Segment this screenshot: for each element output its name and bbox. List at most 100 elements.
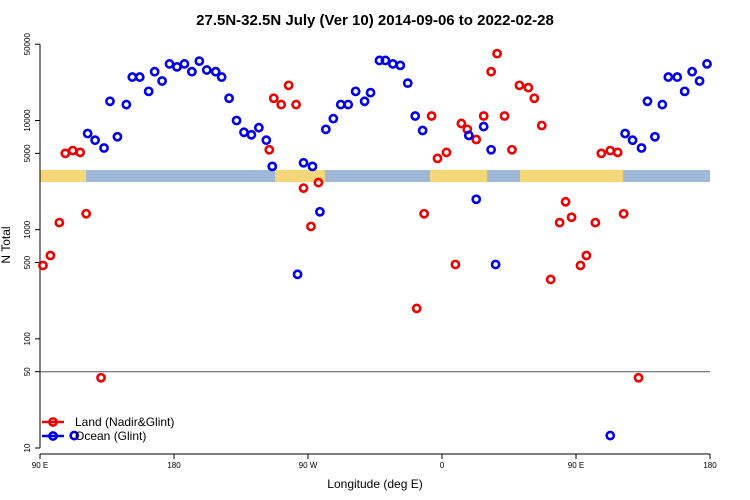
- point: [298, 157, 309, 168]
- point: [283, 80, 294, 91]
- point: [210, 66, 221, 77]
- point: [157, 76, 167, 86]
- point: [596, 148, 607, 159]
- point: [99, 143, 109, 153]
- point: [291, 99, 301, 110]
- point: [463, 130, 474, 141]
- point: [172, 61, 182, 72]
- point: [581, 250, 592, 261]
- point: [276, 99, 287, 110]
- x-tick-label: 180: [703, 461, 717, 470]
- chart-title: 27.5N-32.5N July (Ver 10) 2014-09-06 to …: [196, 12, 554, 29]
- point: [315, 206, 325, 217]
- x-tick-label: 90 E: [32, 461, 48, 470]
- point: [81, 208, 92, 219]
- point: [536, 120, 547, 131]
- point: [618, 208, 629, 219]
- point: [679, 86, 690, 97]
- point: [620, 128, 631, 139]
- point: [471, 134, 482, 145]
- point: [554, 217, 565, 228]
- point: [45, 250, 56, 261]
- point: [268, 93, 279, 104]
- point: [307, 161, 318, 172]
- point: [523, 82, 534, 93]
- point: [426, 111, 437, 121]
- y-tick-label: 5000: [23, 144, 32, 162]
- point: [67, 145, 78, 156]
- point: [306, 221, 316, 232]
- point: [441, 147, 452, 158]
- point: [456, 118, 467, 129]
- point: [687, 66, 698, 77]
- point: [490, 259, 501, 270]
- point: [492, 48, 502, 59]
- point: [264, 144, 275, 155]
- point: [410, 111, 421, 121]
- point: [402, 78, 413, 89]
- point: [239, 127, 249, 138]
- point: [365, 87, 376, 98]
- point: [471, 194, 482, 205]
- point: [105, 96, 115, 107]
- point: [149, 66, 160, 77]
- point: [69, 430, 80, 441]
- x-tick-label: 180: [167, 461, 181, 470]
- point: [507, 144, 517, 155]
- point: [627, 135, 638, 146]
- point: [499, 111, 510, 121]
- point: [486, 66, 497, 77]
- y-tick-label: 100: [23, 332, 32, 346]
- point: [194, 56, 205, 67]
- legend-marker: [48, 417, 58, 427]
- point: [636, 143, 647, 153]
- point: [633, 372, 644, 383]
- legend-label: Ocean (Glint): [75, 429, 146, 443]
- y-tick-label: 50000: [23, 33, 32, 56]
- point: [313, 177, 324, 188]
- point: [54, 217, 65, 228]
- point: [560, 196, 571, 207]
- point: [478, 111, 489, 121]
- y-tick-label: 10: [23, 443, 32, 452]
- point: [642, 96, 653, 107]
- point: [335, 99, 346, 110]
- point: [566, 212, 577, 223]
- point: [432, 153, 443, 164]
- x-tick-label: 0: [440, 461, 445, 470]
- point: [292, 269, 303, 280]
- point: [134, 72, 145, 82]
- point: [112, 131, 123, 142]
- point: [411, 303, 422, 314]
- point: [529, 93, 540, 104]
- point: [143, 86, 154, 97]
- land-ocean-strip: [40, 170, 710, 182]
- point: [380, 55, 391, 66]
- point: [605, 430, 616, 441]
- point: [127, 72, 138, 82]
- point: [328, 113, 339, 124]
- point: [164, 59, 175, 69]
- point: [672, 72, 683, 82]
- point: [486, 144, 497, 155]
- point: [387, 59, 398, 69]
- point: [267, 161, 278, 172]
- point: [450, 259, 461, 270]
- y-tick-label: 500: [23, 255, 32, 269]
- point: [575, 260, 586, 271]
- point: [590, 217, 601, 228]
- point: [231, 115, 242, 126]
- point: [343, 99, 354, 110]
- point: [545, 274, 556, 285]
- x-axis-label: Longitude (deg E): [327, 477, 422, 491]
- point: [419, 208, 430, 219]
- point: [121, 99, 132, 110]
- point: [186, 66, 197, 77]
- point: [320, 124, 331, 135]
- y-tick-label: 10000: [23, 109, 32, 132]
- point: [478, 121, 489, 132]
- point: [650, 131, 660, 142]
- point: [605, 145, 616, 156]
- point: [417, 125, 428, 136]
